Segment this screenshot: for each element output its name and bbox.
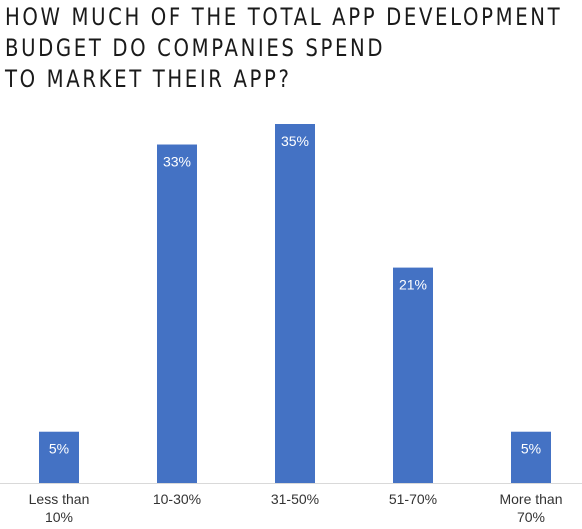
bar-5 (511, 431, 551, 483)
bar-3 (275, 124, 315, 483)
bar-4 (393, 267, 433, 483)
data-label-1: 5% (49, 441, 69, 457)
category-label-2: 10-30% (153, 491, 201, 507)
data-label-5: 5% (521, 441, 541, 457)
data-label-4: 21% (399, 277, 427, 293)
category-label-4: 51-70% (389, 491, 437, 507)
bar-2 (157, 144, 197, 483)
category-label-1: Less than 10% (29, 491, 90, 525)
chart-title-line-2: BUDGET DO COMPANIES SPEND (5, 34, 386, 62)
chart-title-line-3: TO MARKET THEIR APP? (5, 65, 292, 93)
chart-title: HOW MUCH OF THE TOTAL APP DEVELOPMENT BU… (5, 2, 563, 95)
category-label-3: 31-50% (271, 491, 319, 507)
data-label-3: 35% (281, 133, 309, 149)
category-label-5: More than 70% (499, 491, 562, 525)
data-label-2: 33% (163, 154, 191, 170)
bar-1 (39, 431, 79, 483)
chart-title-line-1: HOW MUCH OF THE TOTAL APP DEVELOPMENT (5, 3, 563, 31)
